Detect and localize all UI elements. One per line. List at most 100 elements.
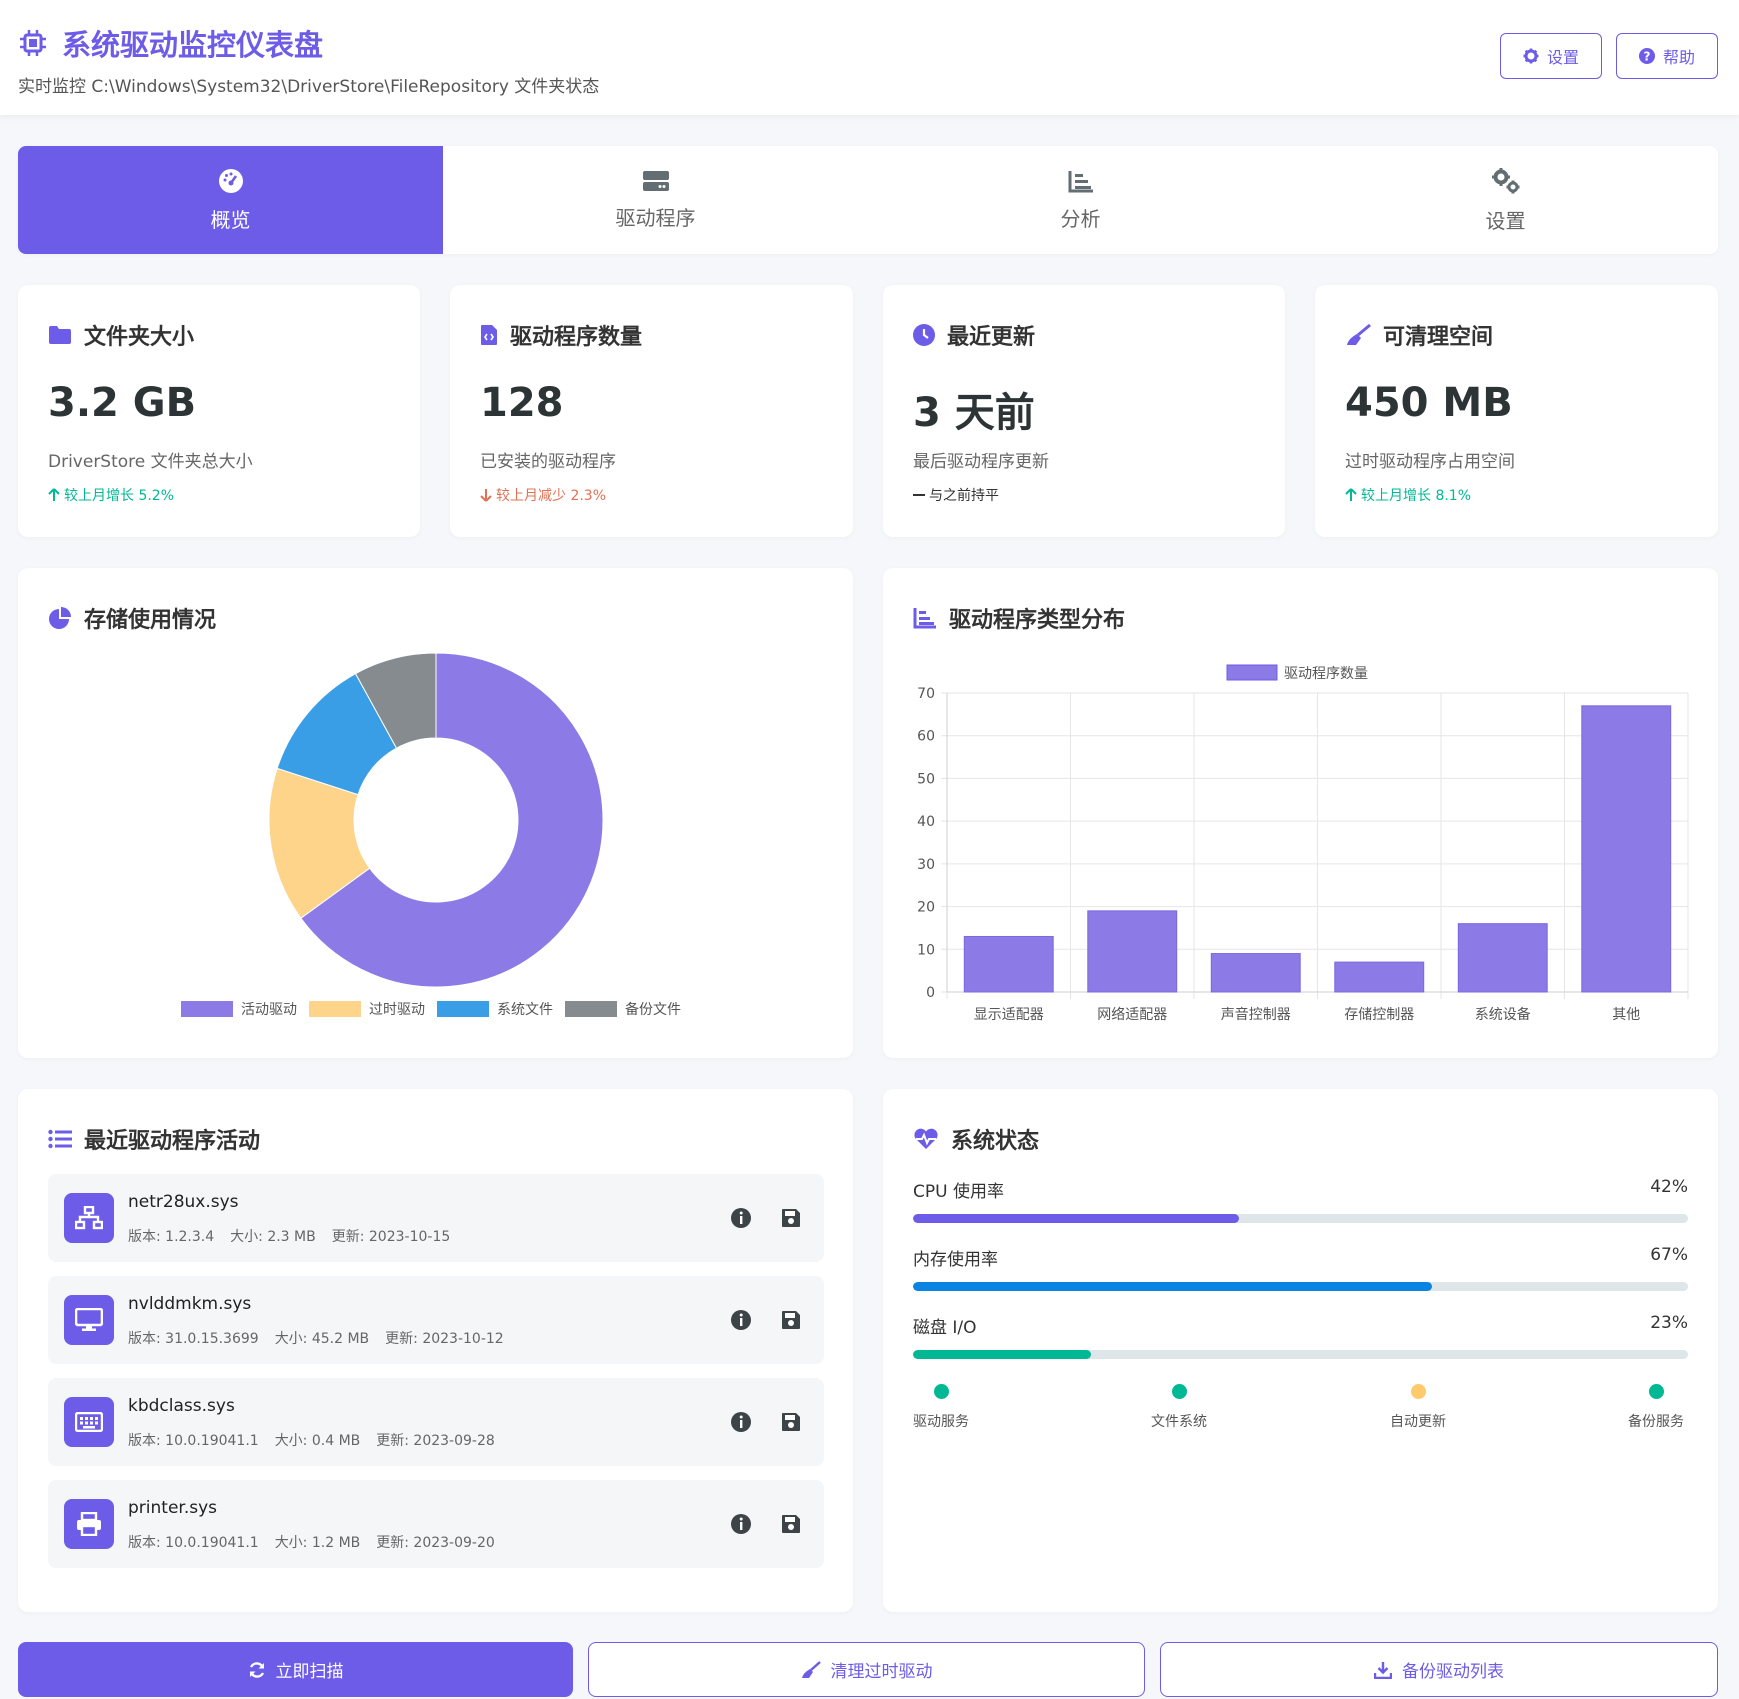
arrow-down-icon [480, 488, 492, 502]
section-title: 存储使用情况 [48, 602, 216, 634]
cpu-usage-value: 42% [1650, 1177, 1688, 1197]
driver-name: nvlddmkm.sys [128, 1294, 252, 1314]
info-button[interactable] [728, 1307, 754, 1333]
bar [1210, 953, 1301, 993]
settings-button-label: 设置 [1546, 48, 1579, 67]
backup-list-button[interactable]: 备份驱动列表 [1160, 1642, 1718, 1697]
arrow-up-icon [1345, 488, 1357, 502]
desktop-icon [64, 1295, 114, 1345]
driver-types-bar-chart: 驱动程序数量 0 10 20 30 40 50 60 70 显示适配器 网络适配器 声音控制器 存储控制… [917, 664, 1689, 1023]
section-title: 系统状态 [913, 1123, 1039, 1155]
save-button[interactable] [778, 1511, 804, 1537]
chart-bar-icon [1068, 169, 1094, 193]
stat-card-last-update: 最近更新 3 天前 最后驱动程序更新 与之前持平 [883, 285, 1285, 537]
tab-overview[interactable]: 概览 [18, 146, 443, 254]
y-tick-label: 70 [917, 686, 935, 702]
cpu-usage-fill [913, 1214, 1239, 1223]
tab-drivers[interactable]: 驱动程序 [443, 146, 868, 254]
tab-analysis[interactable]: 分析 [868, 146, 1293, 254]
info-button[interactable] [728, 1511, 754, 1537]
scan-now-button[interactable]: 立即扫描 [18, 1642, 573, 1697]
scan-now-label: 立即扫描 [275, 1662, 344, 1682]
broom-icon [1345, 324, 1371, 346]
stat-card-title: 文件夹大小 [84, 325, 195, 350]
gear-icon [1523, 48, 1539, 64]
service-label: 备份服务 [1628, 1414, 1684, 1430]
legend-label: 系统文件 [497, 1002, 553, 1018]
tab-label: 设置 [1485, 208, 1526, 233]
folder-icon [48, 325, 72, 345]
y-tick-label: 0 [926, 985, 935, 1001]
disk-io-fill [913, 1350, 1092, 1359]
stat-card-desc: DriverStore 文件夹总大小 [48, 452, 253, 472]
stat-card-value: 450 MB [1345, 380, 1513, 426]
info-button[interactable] [728, 1409, 754, 1435]
broom-icon [801, 1660, 821, 1679]
info-icon [731, 1514, 751, 1534]
driver-updated: 更新: 2023-09-20 [376, 1535, 495, 1551]
save-button[interactable] [778, 1409, 804, 1435]
driver-meta: 版本: 1.2.3.4 大小: 2.3 MB 更新: 2023-10-15 [128, 1226, 450, 1246]
stat-card-header: 驱动程序数量 [480, 319, 642, 351]
donut-legend: 活动驱动 过时驱动 系统文件 备份文件 [181, 999, 681, 1019]
driver-version: 版本: 31.0.15.3699 [128, 1331, 259, 1347]
stat-card-driver-count: 驱动程序数量 128 已安装的驱动程序 较上月减少 2.3% [450, 285, 853, 537]
cpu-usage-label: CPU 使用率 [913, 1182, 1004, 1202]
stat-card-trend: 较上月增长 5.2% [48, 485, 174, 505]
y-tick-label: 10 [917, 942, 935, 958]
stat-card-desc: 过时驱动程序占用空间 [1345, 452, 1515, 472]
question-circle-icon: ? [1638, 48, 1655, 64]
legend-label: 活动驱动 [241, 1002, 297, 1018]
info-button[interactable] [728, 1205, 754, 1231]
save-button[interactable] [778, 1307, 804, 1333]
legend-item: 过时驱动 [309, 999, 425, 1019]
svg-text:?: ? [1644, 50, 1651, 64]
stat-card-cleanable-space: 可清理空间 450 MB 过时驱动程序占用空间 较上月增长 8.1% [1315, 285, 1718, 537]
list-item[interactable]: netr28ux.sys 版本: 1.2.3.4 大小: 2.3 MB 更新: … [48, 1174, 824, 1262]
stat-card-trend-text: 与之前持平 [929, 488, 999, 504]
save-icon [782, 1413, 800, 1431]
app-title: 系统驱动监控仪表盘 [18, 22, 323, 64]
list-icon [48, 1129, 72, 1149]
legend-swatch [181, 1001, 233, 1017]
bar [1581, 705, 1672, 993]
printer-icon [64, 1499, 114, 1549]
list-item[interactable]: printer.sys 版本: 10.0.19041.1 大小: 1.2 MB … [48, 1480, 824, 1568]
stat-card-header: 最近更新 [913, 319, 1035, 351]
bar [1334, 961, 1425, 993]
legend-label: 备份文件 [625, 1002, 681, 1018]
backup-list-label: 备份驱动列表 [1402, 1662, 1504, 1682]
minus-icon [913, 488, 925, 502]
save-button[interactable] [778, 1205, 804, 1231]
disk-io-label: 磁盘 I/O [913, 1318, 977, 1338]
bar [963, 935, 1054, 993]
list-item[interactable]: kbdclass.sys 版本: 10.0.19041.1 大小: 0.4 MB… [48, 1378, 824, 1466]
info-icon [731, 1208, 751, 1228]
list-item[interactable]: nvlddmkm.sys 版本: 31.0.15.3699 大小: 45.2 M… [48, 1276, 824, 1364]
donut-slice [300, 652, 604, 988]
service-label: 驱动服务 [913, 1414, 969, 1430]
tab-settings[interactable]: 设置 [1293, 146, 1718, 254]
legend-swatch [565, 1001, 617, 1017]
driver-size: 大小: 1.2 MB [274, 1535, 361, 1551]
driver-name: netr28ux.sys [128, 1192, 239, 1212]
help-button[interactable]: ? 帮助 [1616, 33, 1718, 79]
bar [1087, 910, 1178, 993]
status-dot [933, 1384, 949, 1399]
service-status: 备份服务 [1628, 1384, 1684, 1431]
recent-activity-card: 最近驱动程序活动 netr28ux.sys 版本: 1.2.3.4 大小: 2.… [18, 1089, 853, 1612]
tab-label: 驱动程序 [615, 205, 696, 230]
legend-swatch [437, 1001, 489, 1017]
info-icon [731, 1412, 751, 1432]
clean-outdated-button[interactable]: 清理过时驱动 [588, 1642, 1145, 1697]
x-tick-label: 网络适配器 [1097, 1007, 1167, 1023]
stat-card-trend-text: 较上月增长 5.2% [64, 488, 175, 504]
settings-button[interactable]: 设置 [1500, 33, 1602, 79]
page-subtitle: 实时监控 C:\Windows\System32\DriverStore\Fil… [18, 77, 600, 97]
memory-usage-value: 67% [1650, 1245, 1688, 1265]
header: 系统驱动监控仪表盘 实时监控 C:\Windows\System32\Drive… [0, 0, 1739, 115]
legend-swatch [309, 1001, 361, 1017]
legend-item: 系统文件 [437, 999, 553, 1019]
service-label: 自动更新 [1390, 1414, 1446, 1430]
tab-label: 分析 [1060, 206, 1101, 231]
